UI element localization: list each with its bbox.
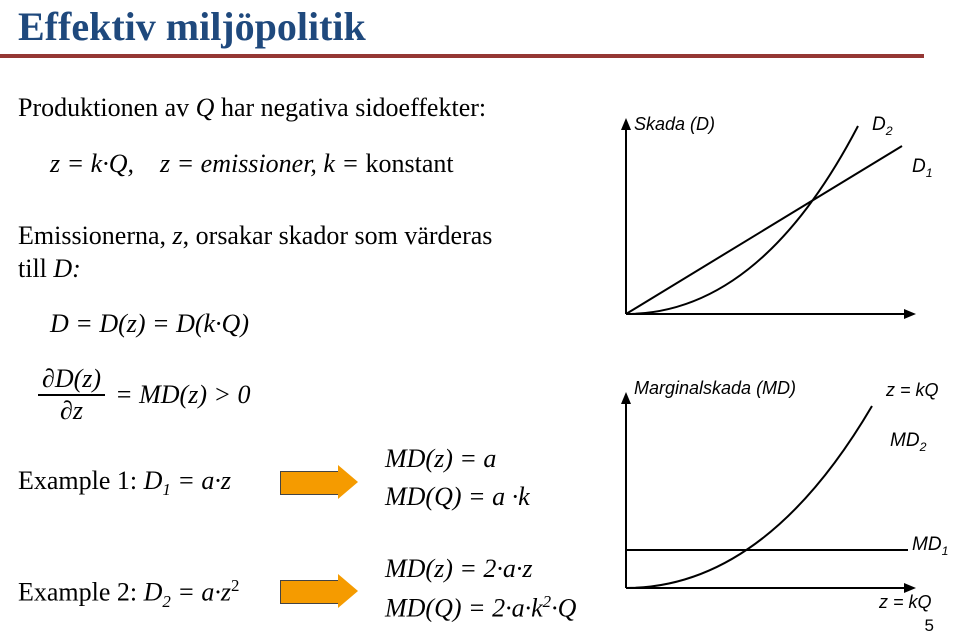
slide: Effektiv miljöpolitik Produktionen av Q … xyxy=(0,0,960,642)
example-2: Example 2: D2 = a·z2 xyxy=(18,576,240,612)
md2-a: MD(z) = 2·a·z xyxy=(385,554,576,584)
damage-chart: Skada (D) D2 D1 xyxy=(590,114,940,354)
md2-b: MD(Q) = 2·a·k2·Q xyxy=(385,592,576,624)
frac-rest: = MD(z) > 0 xyxy=(115,380,250,410)
D-eq-line: D = D(z) = D(k·Q) xyxy=(50,308,550,341)
zk-label: z = kQ xyxy=(886,380,939,401)
frac-num: ∂D(z) xyxy=(38,366,105,392)
emission-text-2: till D: xyxy=(18,254,81,283)
z-desc: z = emissioner, k = xyxy=(160,149,366,178)
D-eq: D = D(z) = D(k·Q) xyxy=(50,309,249,338)
marginal-chart-svg xyxy=(590,378,940,618)
frac-den: ∂z xyxy=(56,398,87,424)
y-axis-label: Skada (D) xyxy=(634,114,715,135)
emission-text-1: Emissionerna, z, orsakar skador som värd… xyxy=(18,221,492,250)
arrow-icon xyxy=(280,465,358,499)
example-1: Example 1: D1 = a·z xyxy=(18,466,231,500)
fraction: ∂D(z) ∂z xyxy=(38,366,105,424)
z-eq: z = k·Q, xyxy=(50,149,134,178)
d1-label: D1 xyxy=(912,156,933,180)
derivative-row: ∂D(z) ∂z = MD(z) > 0 xyxy=(38,366,251,424)
intro-line: Produktionen av Q har negativa sidoeffek… xyxy=(18,92,618,125)
const-word: konstant xyxy=(366,149,454,178)
md-equations-2: MD(z) = 2·a·z MD(Q) = 2·a·k2·Q xyxy=(385,554,576,632)
emission-line: Emissionerna, z, orsakar skador som värd… xyxy=(18,220,578,285)
marginal-damage-chart: Marginalskada (MD) z = kQ MD2 MD1 z = kQ xyxy=(590,378,940,628)
y-axis-label-2: Marginalskada (MD) xyxy=(634,378,796,399)
page-number: 5 xyxy=(925,616,934,636)
x-axis-label: z = kQ xyxy=(879,592,932,613)
md1-a: MD(z) = a xyxy=(385,444,530,474)
arrow-icon xyxy=(280,574,358,608)
title-underline xyxy=(0,54,924,58)
md1-label: MD1 xyxy=(912,534,948,558)
d2-label: D2 xyxy=(872,114,893,138)
title-block: Effektiv miljöpolitik xyxy=(18,6,366,48)
damage-chart-svg xyxy=(590,114,940,344)
md-equations-1: MD(z) = a MD(Q) = a ·k xyxy=(385,444,530,520)
md1-b: MD(Q) = a ·k xyxy=(385,482,530,512)
md2-label: MD2 xyxy=(890,430,926,454)
page-title: Effektiv miljöpolitik xyxy=(18,6,366,48)
intro-text: Produktionen av Q har negativa sidoeffek… xyxy=(18,93,486,122)
definition-line: z = k·Q, z = emissioner, k = konstant xyxy=(50,148,650,181)
